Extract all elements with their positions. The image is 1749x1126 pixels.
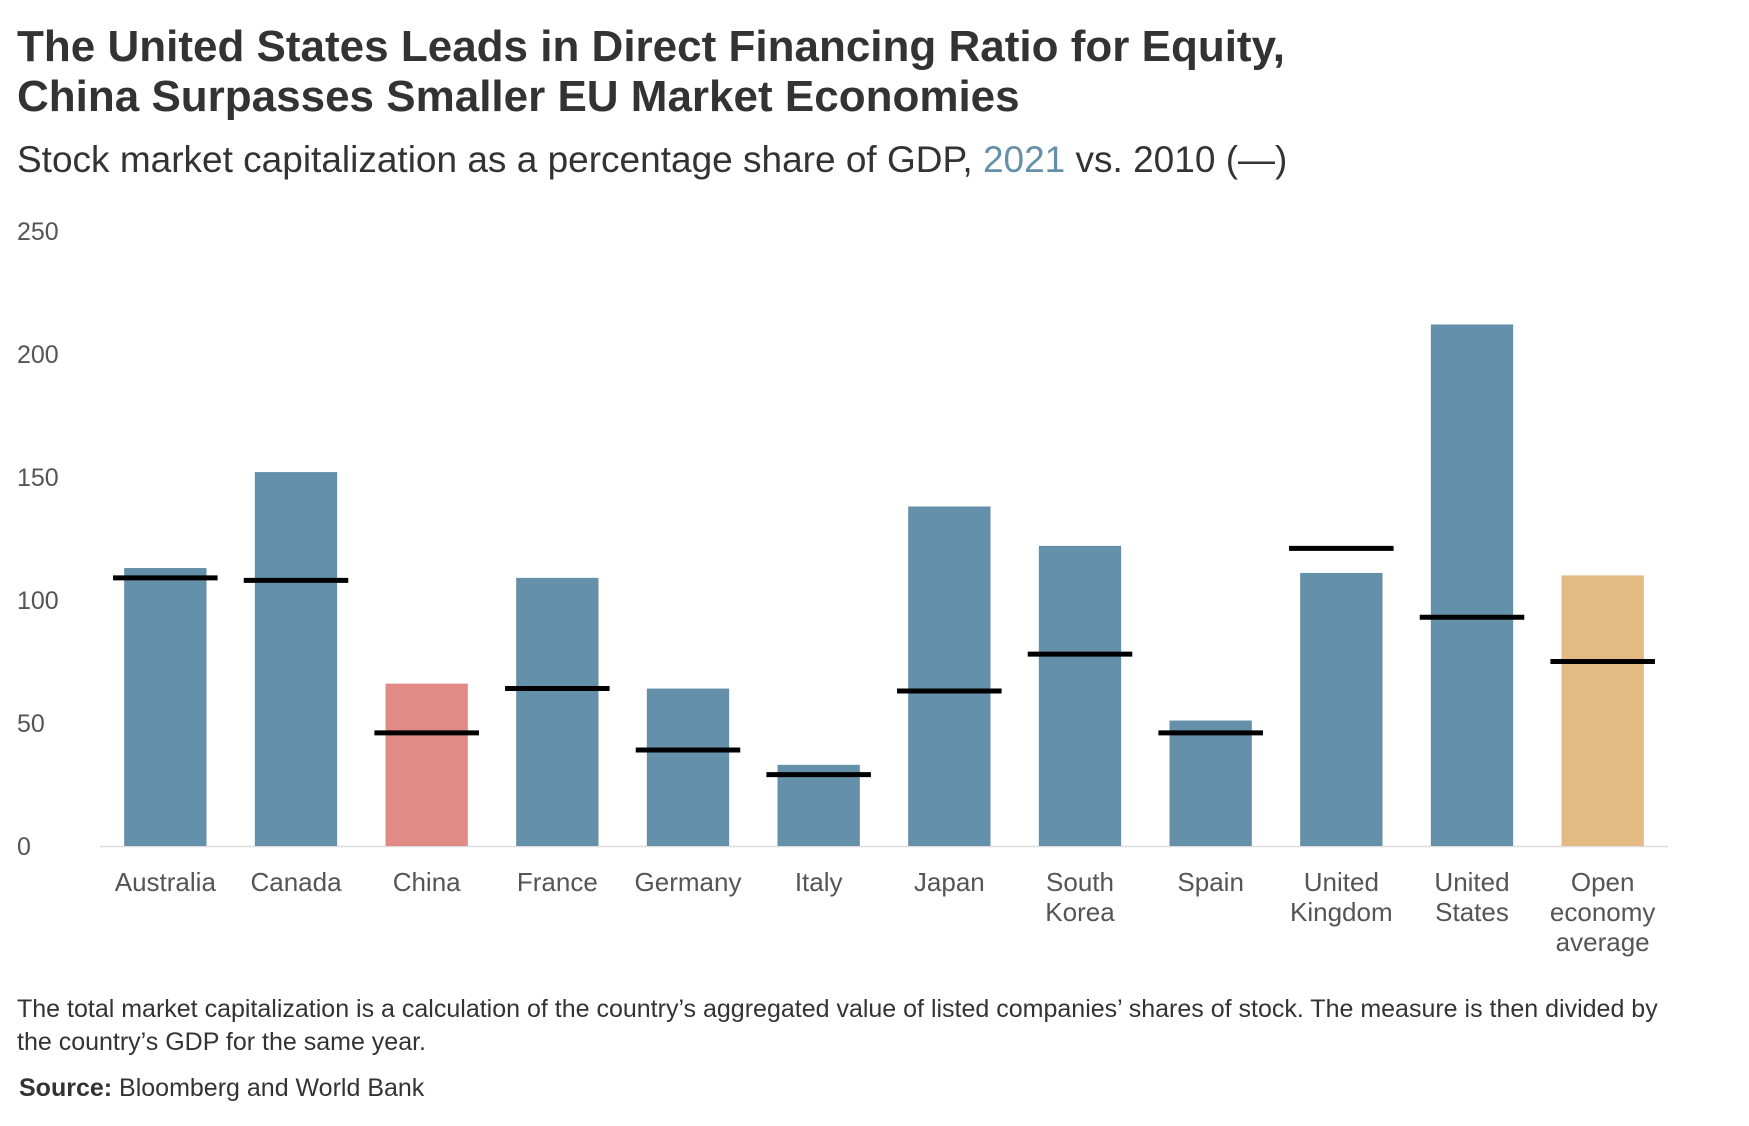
x-tick-label-line: South <box>1046 867 1114 897</box>
subtitle-suffix: vs. 2010 (—) <box>1065 139 1288 180</box>
y-tick-label: 200 <box>17 341 59 369</box>
x-tick-label-line: Australia <box>115 867 217 897</box>
bar-2021-open-economy-average <box>1561 575 1644 846</box>
source-label: Source: <box>19 1074 113 1102</box>
x-tick-label-line: economy <box>1550 897 1656 927</box>
x-tick-label-line: Korea <box>1045 897 1115 927</box>
y-tick-label: 0 <box>17 833 31 861</box>
bar-2021-germany <box>646 688 730 846</box>
x-tick-label-china: China <box>393 867 461 897</box>
x-tick-label-france: France <box>517 867 598 897</box>
y-axis: 0 50 100 150 200 250 <box>17 218 59 861</box>
x-tick-label-canada: Canada <box>250 867 342 897</box>
x-tick-label-south-korea: South Korea <box>1045 867 1115 927</box>
x-tick-label-united-states: United States <box>1434 867 1509 927</box>
x-axis: Australia Canada China France Germany Italy Ja… <box>115 867 1656 957</box>
x-tick-label-line: Italy <box>795 867 843 897</box>
bar-2021-china <box>385 683 468 846</box>
x-tick-label-line: Kingdom <box>1290 897 1393 927</box>
source-text: Bloomberg and World Bank <box>112 1074 425 1102</box>
x-tick-label-line: Canada <box>250 867 342 897</box>
x-tick-label-line: Japan <box>914 867 985 897</box>
bar-2021-united-kingdom <box>1300 572 1383 846</box>
bar-2021-spain <box>1169 720 1252 846</box>
x-tick-label-line: Germany <box>635 867 742 897</box>
bar-2021-canada <box>254 472 338 846</box>
bar-chart: 0 50 100 150 200 250 Australia Canada China Fran… <box>17 218 1668 957</box>
chart-subtitle: Stock market capitalization as a percent… <box>17 138 1287 182</box>
x-tick-label-united-kingdom: United Kingdom <box>1290 867 1393 927</box>
x-tick-label-line: France <box>517 867 598 897</box>
x-tick-label-japan: Japan <box>914 867 985 897</box>
bar-2021-south-korea <box>1038 545 1122 846</box>
bar-2021-france <box>516 577 599 846</box>
x-tick-label-australia: Australia <box>115 867 217 897</box>
x-tick-label-line: United <box>1434 867 1509 897</box>
x-tick-label-italy: Italy <box>795 867 843 897</box>
chart-source: Source: Bloomberg and World Bank <box>19 1072 424 1105</box>
chart-title-line-1: The United States Leads in Direct Financ… <box>17 22 1286 71</box>
x-tick-label-spain: Spain <box>1177 867 1244 897</box>
x-tick-label-germany: Germany <box>635 867 742 897</box>
y-tick-label: 100 <box>17 587 59 615</box>
chart-note: The total market capitalization is a cal… <box>17 995 1658 1056</box>
x-tick-label-line: States <box>1435 897 1509 927</box>
subtitle-prefix: Stock market capitalization as a percent… <box>17 139 983 180</box>
marker-series-2010 <box>113 545 1655 778</box>
y-tick-label: 150 <box>17 464 59 492</box>
bar-2021-united-states <box>1430 324 1514 847</box>
chart-title-line-2: China Surpasses Smaller EU Market Econom… <box>17 72 1020 121</box>
x-tick-label-line: China <box>393 867 461 897</box>
bar-series-2021 <box>124 324 1644 847</box>
x-tick-label-line: United <box>1304 867 1379 897</box>
y-tick-label: 250 <box>17 218 59 246</box>
x-tick-label-line: Spain <box>1177 867 1244 897</box>
bar-2021-italy <box>777 764 860 846</box>
chart-title: The United States Leads in Direct Financ… <box>17 22 1517 122</box>
x-tick-label-line: average <box>1556 927 1650 957</box>
x-tick-label-open-economy-average: Open economy average <box>1550 867 1656 957</box>
bar-2021-australia <box>124 568 207 846</box>
subtitle-year-2021: 2021 <box>982 139 1066 180</box>
bar-2021-japan <box>908 506 991 846</box>
y-tick-label: 50 <box>17 710 45 738</box>
x-tick-label-line: Open <box>1571 867 1635 897</box>
